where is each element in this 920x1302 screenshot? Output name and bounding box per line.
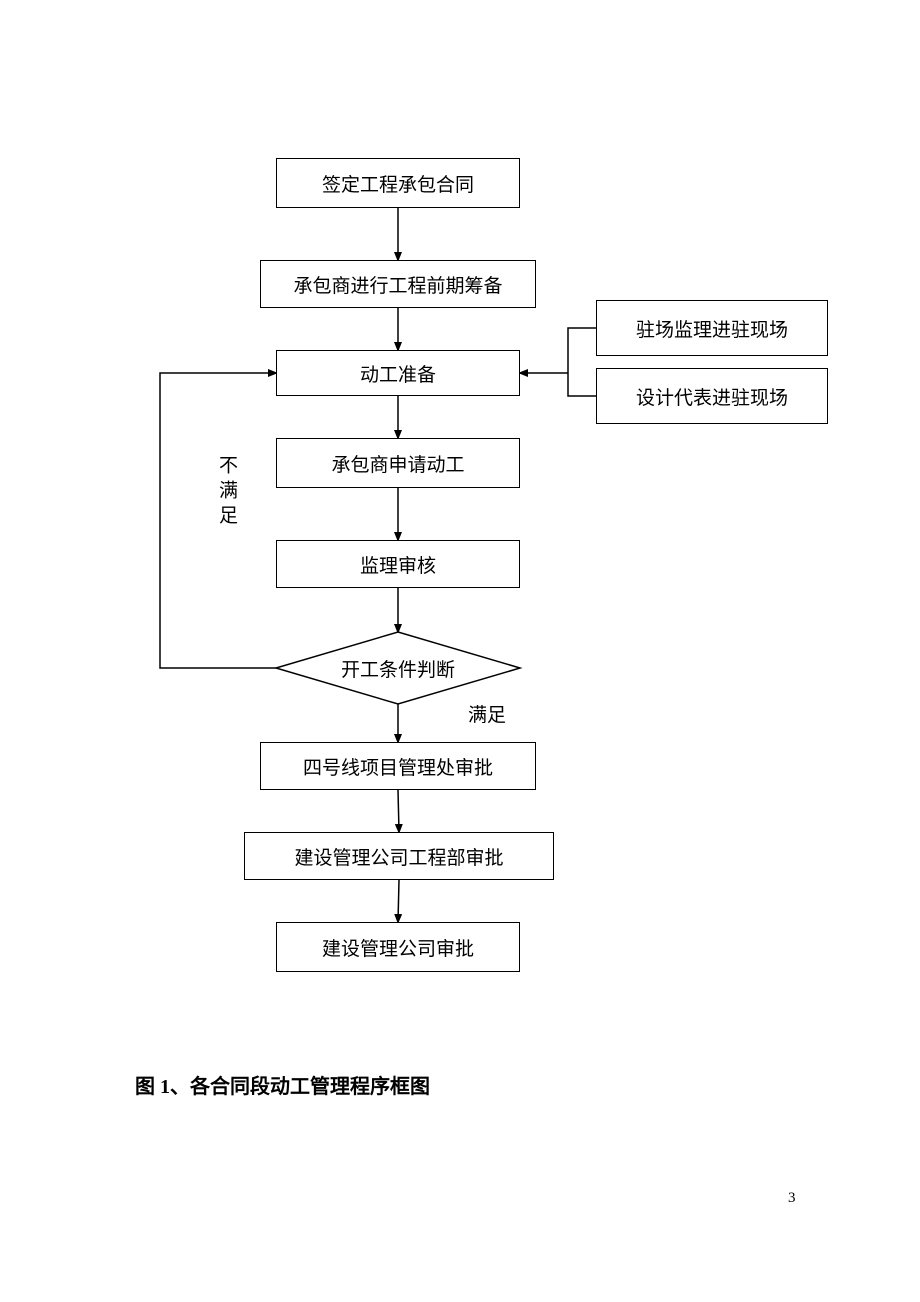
- node-label: 签定工程承包合同: [322, 170, 474, 197]
- node-construction-prep: 动工准备: [276, 350, 520, 396]
- figure-caption: 图 1、各合同段动工管理程序框图: [135, 1070, 430, 1099]
- node-site-supervisor-enter: 驻场监理进驻现场: [596, 300, 828, 356]
- node-label: 监理审核: [360, 551, 436, 578]
- node-label: 承包商申请动工: [331, 450, 464, 477]
- page-number-text: 3: [788, 1190, 796, 1206]
- page-number: 3: [788, 1190, 796, 1207]
- node-label: 设计代表进驻现场: [636, 383, 788, 410]
- flowchart-container: 签定工程承包合同 承包商进行工程前期筹备 动工准备 承包商申请动工 监理审核 四…: [0, 0, 920, 1302]
- node-supervision-review: 监理审核: [276, 540, 520, 588]
- node-line4-approval: 四号线项目管理处审批: [260, 742, 536, 790]
- node-label: 开工条件判断: [341, 655, 455, 682]
- node-apply-construction: 承包商申请动工: [276, 438, 520, 488]
- node-label: 四号线项目管理处审批: [303, 753, 493, 780]
- edge-label-text: 不满足: [216, 455, 237, 530]
- edge-label-satisfied: 满足: [468, 700, 506, 727]
- node-early-preparation: 承包商进行工程前期筹备: [260, 260, 536, 308]
- node-label: 建设管理公司工程部审批: [294, 843, 503, 870]
- edge-label-not-satisfied: 不满足: [213, 455, 240, 530]
- node-label: 承包商进行工程前期筹备: [293, 271, 502, 298]
- node-company-approval: 建设管理公司审批: [276, 922, 520, 972]
- node-label: 动工准备: [360, 360, 436, 387]
- edge-label-text: 满足: [468, 705, 506, 726]
- node-label: 建设管理公司审批: [322, 934, 474, 961]
- node-design-rep-enter: 设计代表进驻现场: [596, 368, 828, 424]
- caption-text: 图 1、各合同段动工管理程序框图: [135, 1076, 430, 1098]
- node-label: 驻场监理进驻现场: [636, 315, 788, 342]
- node-decision-start-condition: 开工条件判断: [276, 632, 520, 704]
- node-eng-dept-approval: 建设管理公司工程部审批: [244, 832, 554, 880]
- node-sign-contract: 签定工程承包合同: [276, 158, 520, 208]
